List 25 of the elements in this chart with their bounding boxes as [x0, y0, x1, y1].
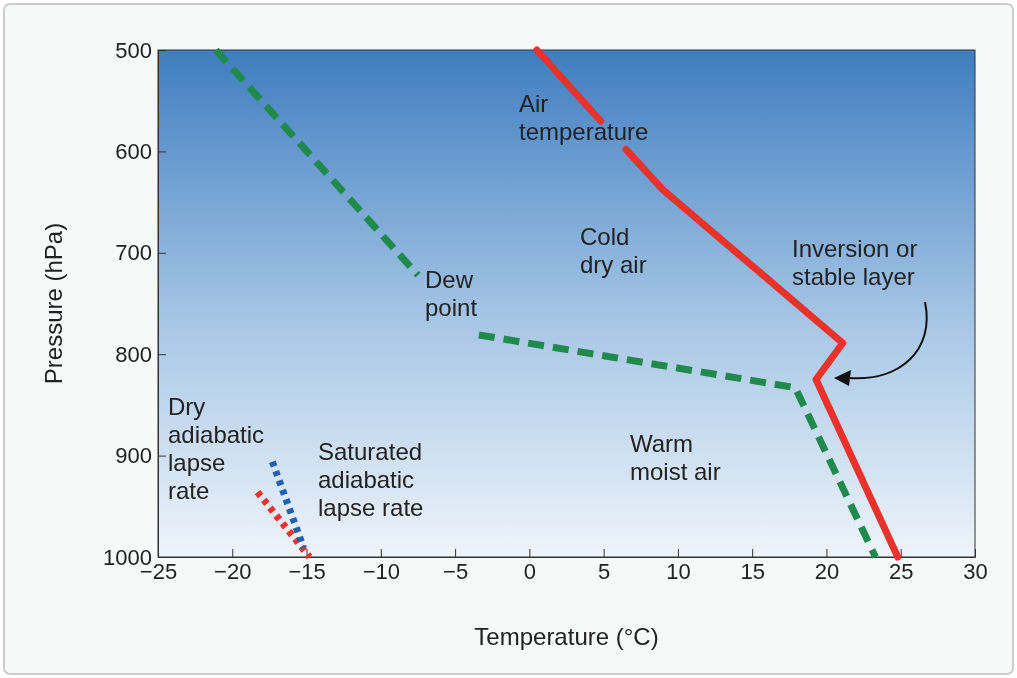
y-tick-label: 600: [115, 138, 152, 164]
x-tick-label: 15: [740, 558, 765, 584]
annotation: Saturated adiabatic lapse rate: [318, 438, 424, 521]
annotation: Cold dry air: [580, 223, 647, 278]
y-tick-label: 900: [115, 443, 152, 469]
annotation: Air temperature: [519, 90, 649, 145]
x-tick-label: −5: [443, 558, 469, 584]
x-tick-label: −10: [362, 558, 400, 584]
annotation: Dew point: [425, 266, 478, 321]
x-tick-label: 0: [523, 558, 536, 584]
y-tick-label: 800: [115, 341, 152, 367]
annotation: Warm moist air: [630, 430, 721, 485]
y-tick-label: 500: [115, 37, 152, 63]
x-tick-label: 10: [666, 558, 691, 584]
y-axis-title: Pressure (hPa): [40, 222, 67, 385]
y-tick-label: 700: [115, 240, 152, 266]
annotation: Inversion or stable layer: [792, 235, 918, 290]
x-tick-label: 25: [888, 558, 914, 584]
annotation: Dry adiabatic lapse rate: [168, 393, 265, 504]
x-tick-label: 30: [963, 558, 988, 584]
x-axis-title: Temperature (°C): [474, 623, 659, 650]
x-tick-label: −15: [288, 558, 326, 584]
x-tick-label: 20: [814, 558, 840, 584]
x-tick-label: −20: [214, 558, 252, 584]
x-tick-label: 5: [598, 558, 611, 584]
